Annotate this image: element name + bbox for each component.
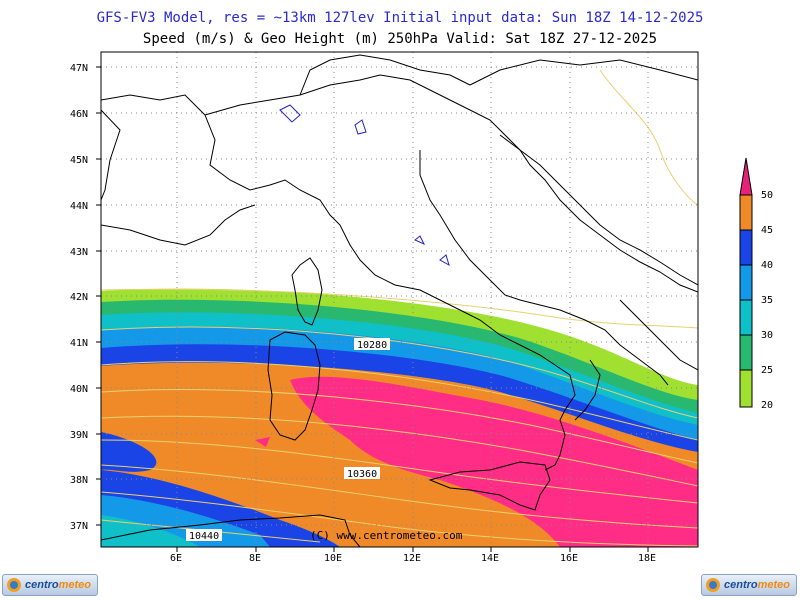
colorbar-label: 30	[761, 330, 774, 341]
colorbar-label: 45	[761, 225, 774, 236]
contour-label-10440: 10440	[189, 531, 219, 542]
lat-label: 46N	[70, 109, 88, 120]
colorbar-label: 35	[761, 295, 774, 306]
contour-label-10280: 10280	[357, 340, 387, 351]
lat-label: 38N	[70, 475, 88, 486]
copyright-text: (C) www.centrometeo.com	[310, 529, 463, 542]
lon-label: 14E	[481, 553, 499, 564]
lat-label: 43N	[70, 247, 88, 258]
logo-icon	[706, 578, 720, 592]
lon-label: 18E	[638, 553, 656, 564]
colorbar-label: 25	[761, 365, 774, 376]
lat-label: 41N	[70, 338, 88, 349]
lon-label: 8E	[249, 553, 261, 564]
lat-label: 40N	[70, 384, 88, 395]
longitude-axis: 6E 8E 10E 12E 14E 16E 18E	[170, 547, 656, 564]
lat-label: 45N	[70, 155, 88, 166]
lon-label: 10E	[324, 553, 342, 564]
wind-band-50	[290, 376, 698, 547]
colorbar	[739, 157, 753, 408]
colorbar-label: 20	[761, 400, 774, 411]
contour-label-10360: 10360	[347, 469, 377, 480]
lat-label: 44N	[70, 201, 88, 212]
lon-label: 16E	[560, 553, 578, 564]
colorbar-label: 50	[761, 190, 774, 201]
latitude-axis: 47N 46N 45N 44N 43N 42N 41N 40N 39N 38N …	[70, 63, 101, 532]
lat-label: 47N	[70, 63, 88, 74]
lat-label: 42N	[70, 292, 88, 303]
lon-label: 6E	[170, 553, 182, 564]
chart-subtitle: Speed (m/s) & Geo Height (m) 250hPa Vali…	[142, 31, 658, 47]
centrometeo-logo-left[interactable]: centrometeo	[2, 574, 98, 596]
lat-label: 37N	[70, 521, 88, 532]
lat-label: 39N	[70, 430, 88, 441]
colorbar-label: 40	[761, 260, 774, 271]
lon-label: 12E	[403, 553, 421, 564]
colorbar-arrow	[739, 157, 753, 196]
logo-icon	[7, 578, 21, 592]
chart-title: GFS-FV3 Model, res = ~13km 127lev Initia…	[96, 10, 704, 26]
centrometeo-logo-right[interactable]: centrometeo	[701, 574, 797, 596]
